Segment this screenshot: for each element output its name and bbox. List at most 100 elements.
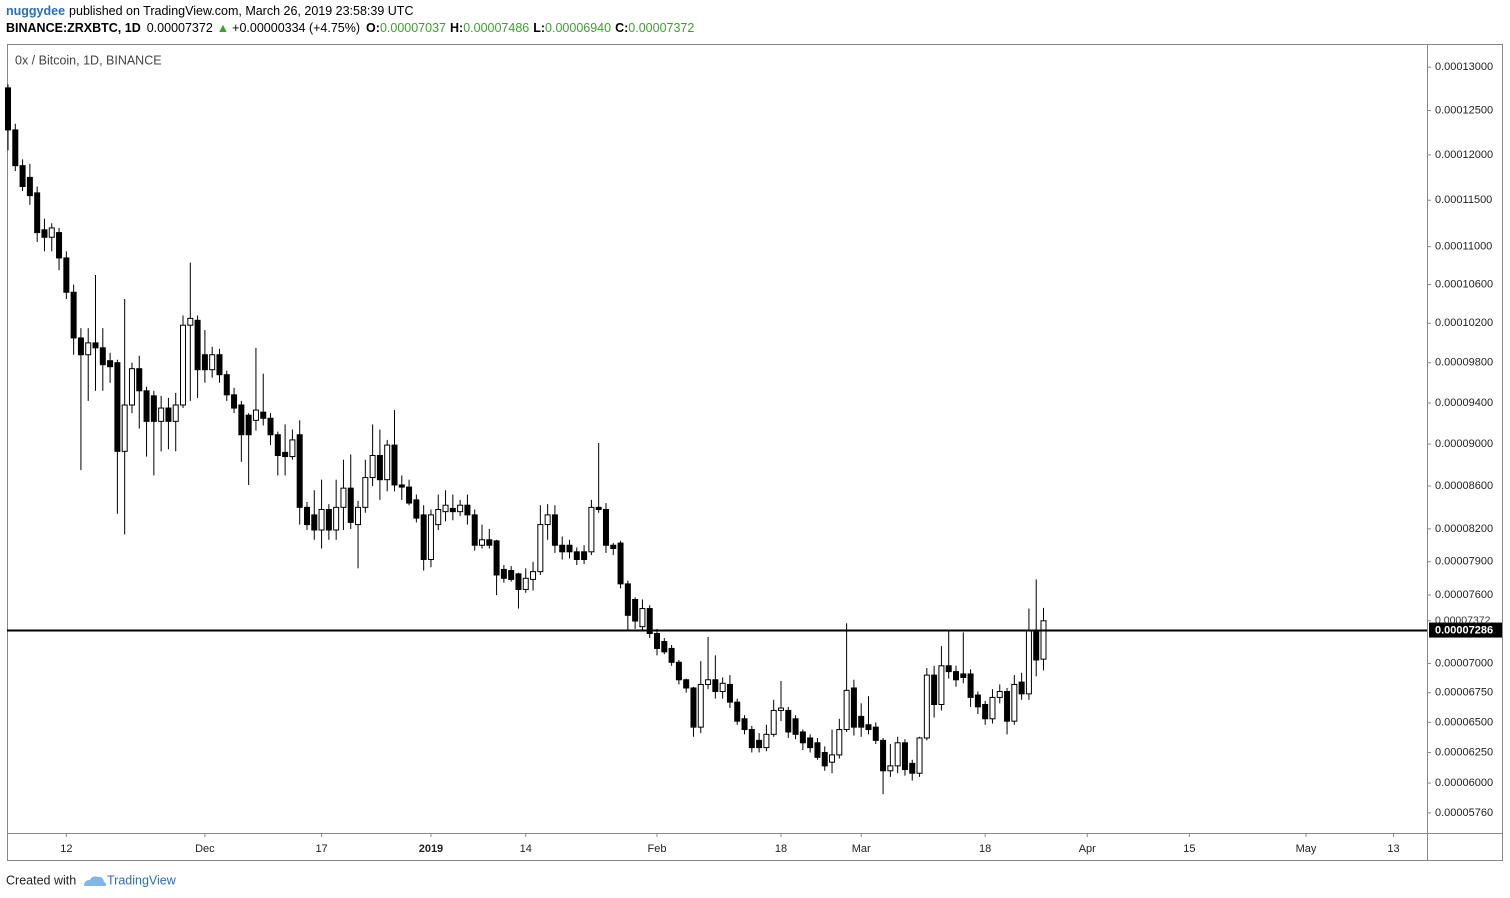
candle-body-down xyxy=(12,129,19,167)
candle-body-up xyxy=(639,608,646,628)
candle-body-up xyxy=(705,679,712,685)
y-tick-label: 0.00006000 xyxy=(1435,777,1493,789)
y-tick-label: 0.00008600 xyxy=(1435,480,1493,492)
candle-body-down xyxy=(858,715,865,728)
candle-body-down xyxy=(231,394,238,409)
footer-brand[interactable]: TradingView xyxy=(107,873,177,887)
x-tick-label: 15 xyxy=(1183,843,1195,855)
candle-body-down xyxy=(347,487,354,523)
candle-body-down xyxy=(70,291,77,339)
candle-body-up xyxy=(1011,683,1018,722)
candle-body-up xyxy=(777,707,784,711)
candle-body-up xyxy=(588,506,595,553)
x-tick-label: 13 xyxy=(1387,843,1399,855)
candle-body-down xyxy=(107,360,114,368)
candle-body-up xyxy=(996,691,1003,698)
ohlc-value: 0.00007372 xyxy=(628,21,694,35)
tradingview-logo[interactable] xyxy=(84,876,107,886)
x-tick-label: Mar xyxy=(852,843,871,855)
y-tick-label: 0.00008200 xyxy=(1435,523,1493,535)
candle-body-down xyxy=(92,342,99,349)
candle-body-up xyxy=(187,317,194,326)
candle-body-up xyxy=(48,227,55,238)
candle-body-up xyxy=(916,737,923,774)
candle-body-down xyxy=(311,514,318,531)
x-tick-label: Apr xyxy=(1079,843,1096,855)
candle-body-up xyxy=(85,342,92,356)
candle-body-down xyxy=(26,176,33,197)
y-tick-label: 0.00011500 xyxy=(1435,194,1492,206)
candle-body-down xyxy=(821,751,828,767)
x-tick-label: 2019 xyxy=(419,843,443,855)
y-tick-label: 0.00006500 xyxy=(1435,716,1493,728)
candle-body-down xyxy=(245,414,252,436)
candle-body-down xyxy=(238,404,245,436)
candle-body-down xyxy=(726,683,733,703)
candle-body-down xyxy=(559,544,566,553)
candle-body-up xyxy=(719,682,726,693)
y-tick-label: 0.00012500 xyxy=(1435,104,1493,116)
candle-body-down xyxy=(632,599,639,622)
footer-text: Created with xyxy=(6,873,76,887)
candle-body-down xyxy=(967,673,974,698)
price: 0.00007372 xyxy=(147,21,213,35)
candle-body-down xyxy=(602,509,609,546)
candle-body-up xyxy=(427,514,434,561)
candle-body-up xyxy=(128,368,135,406)
candle-body-down xyxy=(661,641,668,653)
ohlc-key: C: xyxy=(615,21,628,35)
candle-body-down xyxy=(573,551,580,561)
candle-body-down xyxy=(931,674,938,706)
candle-body-down xyxy=(1004,691,1011,722)
candle-body-down xyxy=(1033,629,1040,661)
candle-body-up xyxy=(333,506,340,531)
candle-body-down xyxy=(267,417,274,436)
y-tick-label: 0.00009400 xyxy=(1435,397,1493,409)
candle-body-up xyxy=(121,404,128,452)
candle-body-down xyxy=(464,504,471,516)
candle-body-up xyxy=(384,444,391,481)
candle-body-down xyxy=(150,395,157,422)
candle-body-down xyxy=(303,506,310,526)
author[interactable]: nuggydee xyxy=(6,4,65,18)
candle-body-down xyxy=(654,633,661,649)
candle-body-down xyxy=(194,319,201,371)
candle-body-down xyxy=(41,229,48,238)
candle-body-down xyxy=(799,731,806,744)
candle-body-down xyxy=(646,608,653,635)
x-tick-label: 17 xyxy=(315,843,327,855)
header-line: nuggydee published on TradingView.com, Ma… xyxy=(6,4,413,18)
candle-body-up xyxy=(843,689,850,731)
y-tick-label: 0.00007600 xyxy=(1435,589,1493,601)
candle-body-down xyxy=(99,347,106,366)
candle-body-up xyxy=(537,524,544,573)
candle-body-down xyxy=(508,570,515,580)
candle-body-up xyxy=(938,665,945,706)
candle-body-down xyxy=(56,232,63,259)
candle-body-down xyxy=(413,499,420,519)
candle-body-down xyxy=(500,568,507,579)
x-tick-label: 14 xyxy=(520,843,532,855)
candle-body-up xyxy=(355,506,362,526)
candle-body-up xyxy=(1025,629,1032,695)
candle-body-down xyxy=(880,739,887,772)
ohlc-key: O: xyxy=(366,21,380,35)
candle-body-up xyxy=(923,674,930,739)
candle-body-down xyxy=(486,539,493,546)
x-tick-label: 18 xyxy=(775,843,787,855)
candle-body-down xyxy=(748,729,755,749)
candle-body-up xyxy=(209,354,216,371)
y-tick-label: 0.00007900 xyxy=(1435,556,1493,568)
candle-body-down xyxy=(19,165,26,187)
x-tick-label: 12 xyxy=(60,843,72,855)
candle-body-up xyxy=(479,539,485,546)
candle-body-up xyxy=(318,509,325,531)
candle-body-up xyxy=(887,765,894,772)
candle-body-down xyxy=(909,762,916,774)
candle-body-down xyxy=(34,192,41,234)
y-tick-label: 0.00005760 xyxy=(1435,807,1493,819)
candle-body-down xyxy=(493,540,500,576)
candle-body-down xyxy=(581,551,588,561)
candle-body-up xyxy=(894,742,901,767)
candle-body-up xyxy=(457,504,464,513)
